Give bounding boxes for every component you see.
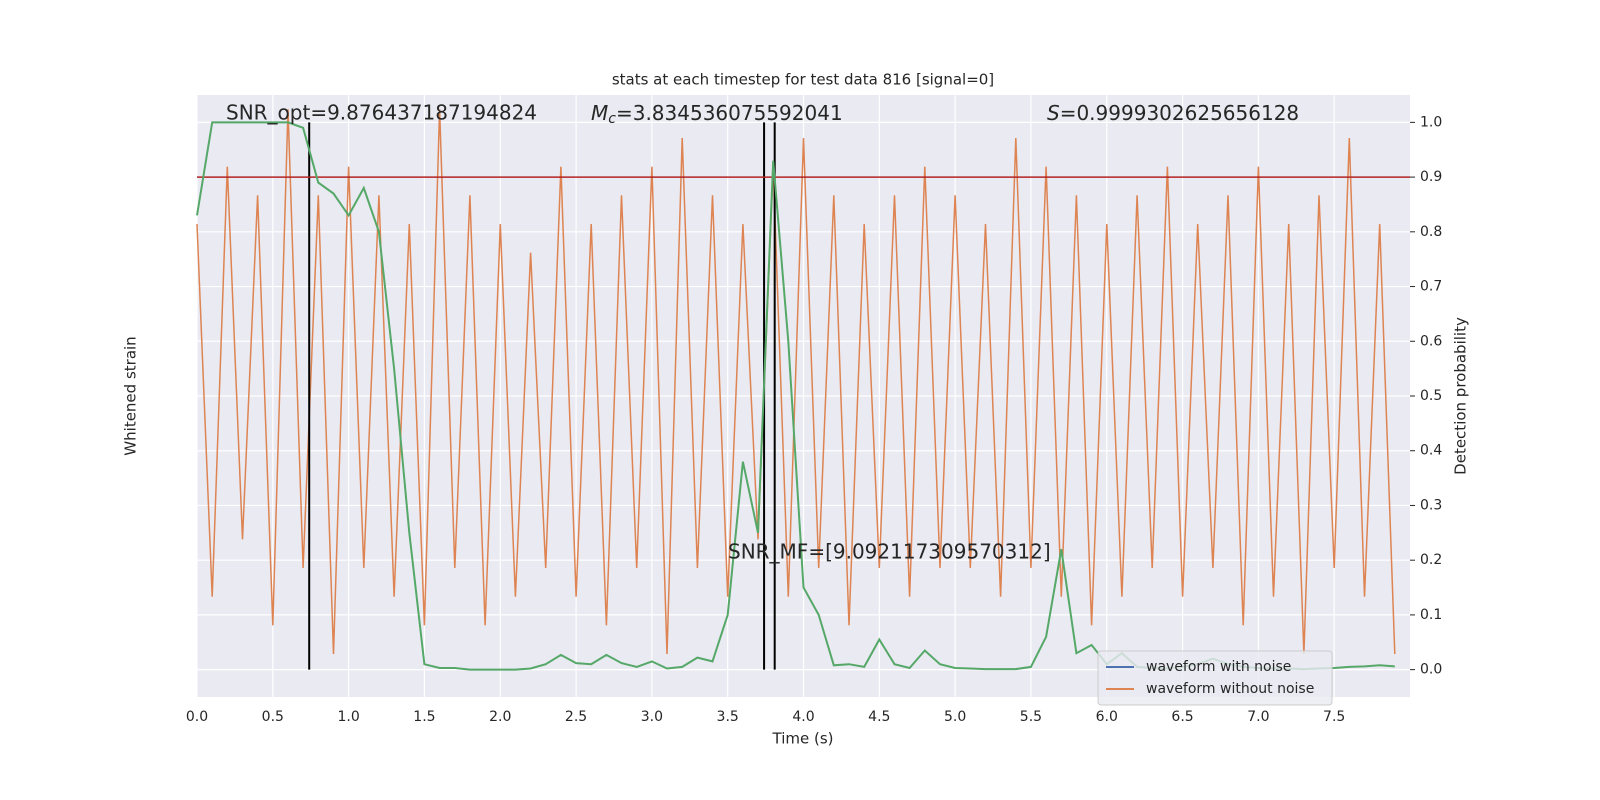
x-tick-label: 2.5: [565, 709, 587, 725]
x-tick-label: 6.5: [1171, 709, 1193, 725]
x-tick-label: 1.5: [413, 709, 435, 725]
x-tick-label: 5.0: [944, 709, 966, 725]
chart-title: stats at each timestep for test data 816…: [612, 71, 994, 89]
annotation-text: =0.9999302625656128: [1060, 101, 1299, 125]
y2-tick-label: 0.2: [1420, 552, 1442, 568]
y2-tick-label: 0.5: [1420, 388, 1442, 404]
x-tick-label: 5.5: [1020, 709, 1042, 725]
y2-tick-label: 0.1: [1420, 607, 1442, 623]
y2-axis-label: Detection probability: [1452, 317, 1470, 475]
y2-tick-label: 0.9: [1420, 169, 1442, 185]
y2-tick-label: 0.3: [1420, 497, 1442, 513]
annotation: SNR_opt=9.876437187194824: [226, 101, 537, 125]
legend-label: waveform without noise: [1146, 681, 1314, 697]
x-tick-label: 7.0: [1247, 709, 1269, 725]
series-line: [196, 109, 1396, 655]
x-tick-label: 1.0: [337, 709, 359, 725]
x-axis-label: Time (s): [772, 730, 834, 748]
x-tick-label: 0.5: [262, 709, 284, 725]
x-tick-label: 6.0: [1096, 709, 1118, 725]
x-tick-label: 7.5: [1323, 709, 1345, 725]
y2-tick-label: 0.0: [1420, 662, 1442, 678]
annotation-symbol: M: [591, 101, 608, 125]
annotation-symbol: S: [1047, 101, 1060, 125]
annotation: Mc=3.834536075592041: [591, 101, 843, 128]
x-tick-label: 4.5: [868, 709, 890, 725]
x-tick-label: 0.0: [186, 709, 208, 725]
y2-tick-label: 0.6: [1420, 333, 1442, 349]
x-tick-label: 3.0: [641, 709, 663, 725]
annotation: S=0.9999302625656128: [1047, 101, 1299, 125]
y-axis-label: Whitened strain: [122, 336, 140, 455]
y2-tick-label: 0.4: [1420, 443, 1442, 459]
x-tick-label: 4.0: [792, 709, 814, 725]
y2-tick-label: 0.7: [1420, 279, 1442, 295]
y2-tick-label: 1.0: [1420, 114, 1442, 130]
legend-label: waveform with noise: [1146, 659, 1291, 675]
annotation: SNR_MF=[9.092117309570312]: [728, 540, 1051, 564]
legend-box: [1097, 650, 1333, 706]
annotation-text: =3.834536075592041: [616, 101, 843, 125]
x-tick-label: 2.0: [489, 709, 511, 725]
y2-tick-label: 0.8: [1420, 224, 1442, 240]
x-tick-label: 3.5: [717, 709, 739, 725]
annotation-subscript: c: [608, 111, 616, 127]
